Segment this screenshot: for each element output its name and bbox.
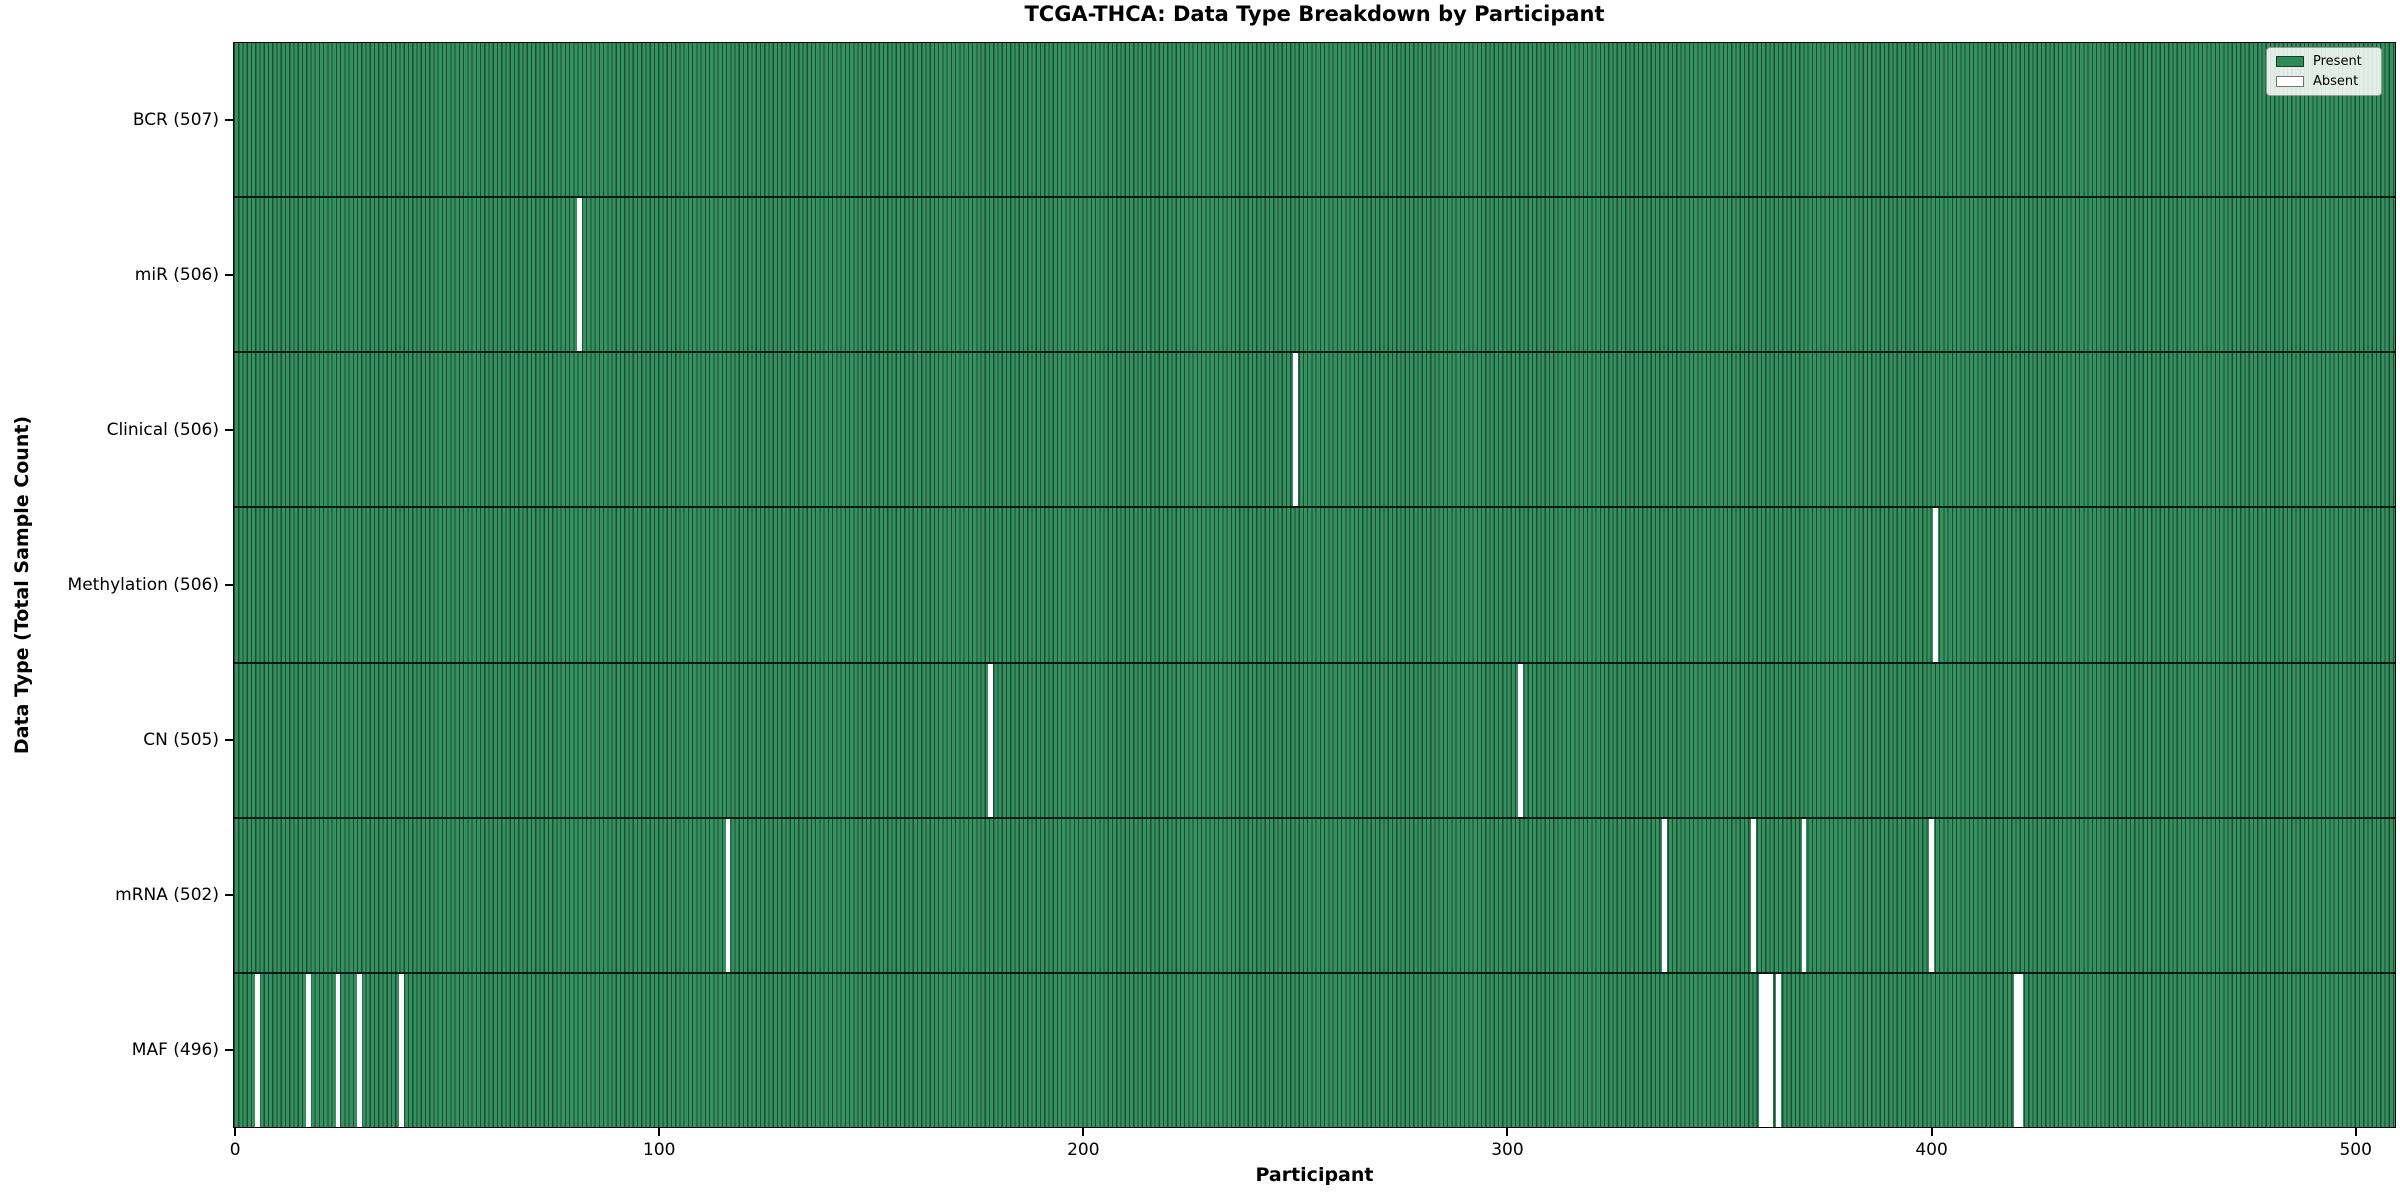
xtick-label-500: 500	[2339, 1140, 2372, 1160]
ytick-label-maf: MAF (496)	[131, 1040, 219, 1061]
row-cn	[234, 661, 2395, 817]
row-bcr	[234, 43, 2395, 197]
xtick-mark	[1506, 1128, 1509, 1136]
plot-area	[233, 42, 2396, 1128]
x-axis-label: Participant	[1255, 1164, 1374, 1186]
absent-gap	[1293, 353, 1298, 507]
absent-gap	[1517, 663, 1523, 817]
xtick-label-400: 400	[1915, 1140, 1948, 1160]
chart-title: TCGA-THCA: Data Type Breakdown by Partic…	[1024, 2, 1605, 26]
legend-entry-present: Present	[2276, 54, 2372, 69]
y-axis-ticks: BCR (507) miR (506) Clinical (506) Methylat…	[0, 42, 233, 1128]
legend-label-present: Present	[2313, 54, 2362, 69]
row-methylation	[234, 506, 2395, 662]
ytick-mark	[225, 118, 233, 121]
absent-gap	[988, 663, 993, 817]
absent-gap	[399, 973, 404, 1127]
xtick-label-200: 200	[1067, 1140, 1100, 1160]
xtick-mark	[2354, 1128, 2357, 1136]
legend: Present Absent	[2266, 47, 2382, 96]
ytick-mark	[225, 584, 233, 586]
absent-gap	[1928, 818, 1934, 972]
ytick-label-mrna: mRNA (502)	[115, 885, 219, 906]
absent-swatch	[2276, 76, 2304, 87]
xtick-label-0: 0	[229, 1140, 241, 1160]
ytick-mark	[225, 739, 233, 742]
absent-gap	[1661, 818, 1667, 972]
absent-gap	[2013, 973, 2023, 1127]
absent-gap	[1801, 818, 1807, 972]
absent-gap	[1759, 973, 1773, 1127]
ytick-label-methylation: Methylation (506)	[67, 575, 219, 595]
ytick-mark	[225, 1049, 233, 1052]
ytick-mark	[225, 273, 233, 276]
present-swatch	[2276, 56, 2304, 67]
legend-entry-absent: Absent	[2276, 74, 2372, 89]
xtick-mark	[1930, 1128, 1933, 1136]
ytick-label-clinical: Clinical (506)	[106, 419, 219, 440]
absent-gap	[1776, 973, 1782, 1127]
x-axis-ticks: 0 100 200 300 400 500	[0, 1128, 2400, 1188]
absent-gap	[1933, 508, 1938, 662]
row-mrna	[234, 816, 2395, 972]
xtick-mark	[1082, 1128, 1085, 1136]
ytick-mark	[225, 894, 233, 897]
absent-gap	[725, 818, 731, 972]
ytick-label-bcr: BCR (507)	[132, 109, 219, 130]
absent-gap	[577, 198, 582, 352]
xtick-label-300: 300	[1491, 1140, 1524, 1160]
legend-label-absent: Absent	[2313, 74, 2359, 89]
absent-gap	[255, 973, 260, 1127]
xtick-mark	[234, 1128, 237, 1136]
ytick-mark	[225, 428, 233, 431]
xtick-mark	[658, 1128, 661, 1136]
xtick-label-100: 100	[643, 1140, 676, 1160]
ytick-label-mir: miR (506)	[134, 264, 219, 285]
row-clinical	[234, 351, 2395, 507]
absent-gap	[1750, 818, 1756, 972]
absent-gap	[335, 973, 341, 1127]
row-maf	[234, 971, 2395, 1127]
row-mir	[234, 196, 2395, 352]
absent-gap	[356, 973, 362, 1127]
absent-gap	[306, 973, 311, 1127]
ytick-label-cn: CN (505)	[143, 730, 219, 751]
